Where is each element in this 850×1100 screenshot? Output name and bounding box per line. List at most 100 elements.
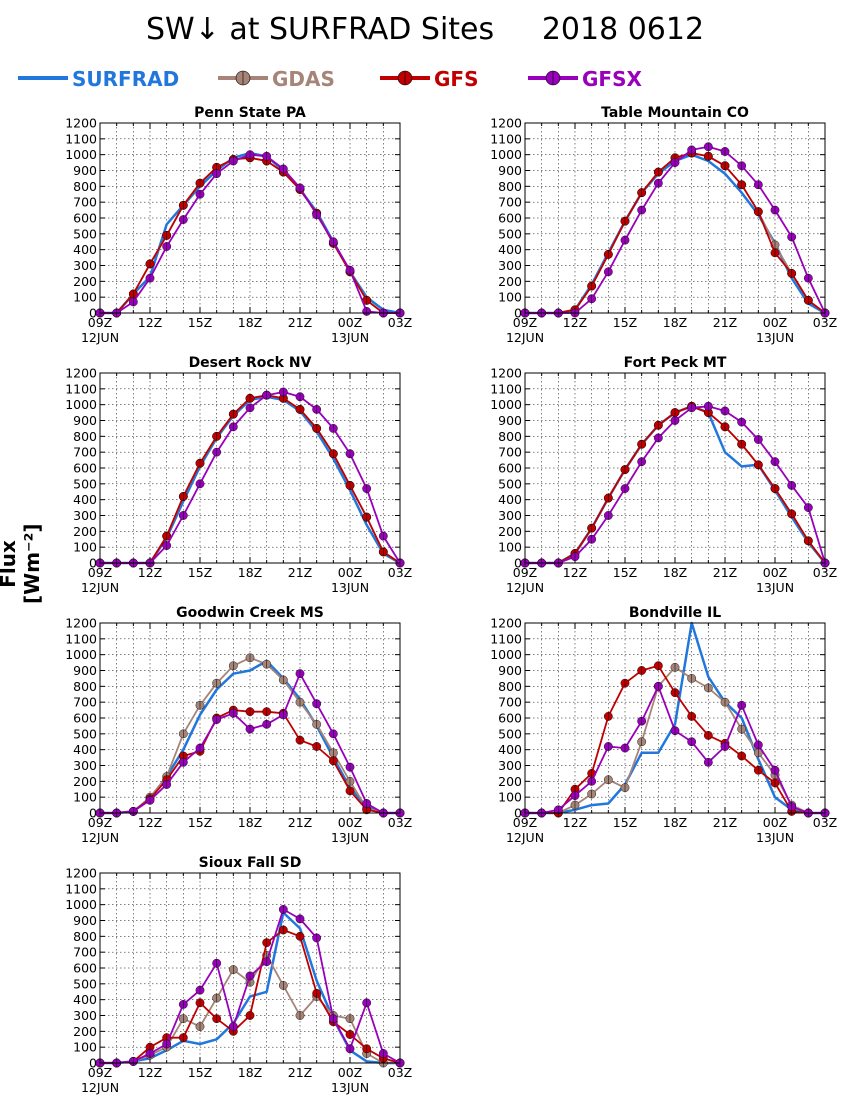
data-point <box>378 1049 388 1058</box>
data-point <box>128 1057 138 1066</box>
data-point <box>770 770 780 780</box>
data-point <box>262 156 272 166</box>
data-point <box>328 238 338 248</box>
chart-penn-state-pa: Penn State PA 010020030040050060070080090… <box>65 105 412 345</box>
data-point <box>228 409 238 419</box>
data-point <box>787 232 797 242</box>
y-tick-label: 1200 <box>490 116 522 131</box>
data-point <box>312 210 322 220</box>
data-point <box>770 457 780 467</box>
data-point <box>620 678 630 688</box>
data-point <box>95 308 105 318</box>
y-tick-label: 800 <box>73 679 97 694</box>
y-tick-label: 1100 <box>490 381 522 396</box>
data-point <box>362 295 372 305</box>
chart-title: Goodwin Creek MS <box>176 605 324 621</box>
data-point <box>345 449 355 459</box>
data-point <box>703 408 713 417</box>
data-point <box>362 799 372 808</box>
data-point <box>278 675 288 685</box>
data-point <box>620 484 630 493</box>
data-point <box>587 523 597 533</box>
y-tick-label: 900 <box>498 163 522 178</box>
data-point <box>753 460 763 470</box>
data-point <box>362 1049 372 1058</box>
data-point <box>295 392 305 402</box>
data-point <box>687 403 697 413</box>
data-point <box>770 765 780 775</box>
data-point <box>195 479 205 489</box>
data-point <box>112 308 122 318</box>
data-point <box>670 153 680 163</box>
data-point <box>703 408 713 417</box>
data-point <box>703 151 713 161</box>
data-point <box>212 162 222 172</box>
y-tick-label: 1000 <box>490 147 522 162</box>
series-line <box>100 929 401 1064</box>
data-point <box>520 808 530 818</box>
data-point <box>653 420 663 430</box>
y-tick-label: 1000 <box>490 647 522 662</box>
data-point <box>278 710 288 720</box>
data-point <box>278 393 288 403</box>
y-tick-label: 1200 <box>65 366 97 381</box>
data-point <box>95 558 105 568</box>
series-gfs <box>520 148 830 318</box>
data-point <box>720 738 730 748</box>
x-tick-label: 03Z <box>388 1065 412 1080</box>
x-tick-label: 09Z <box>513 815 537 830</box>
data-point <box>753 435 763 444</box>
data-point <box>587 534 597 544</box>
data-point <box>345 776 355 786</box>
data-point <box>295 183 305 193</box>
data-point <box>637 457 647 467</box>
series-surfrad <box>100 151 401 315</box>
data-point <box>145 273 155 283</box>
y-tick-label: 100 <box>498 540 522 555</box>
y-tick-label: 400 <box>498 742 522 757</box>
y-tick-label: 900 <box>73 913 97 928</box>
data-point <box>395 1058 405 1068</box>
series-gfs <box>95 925 405 1068</box>
y-tick-label: 200 <box>73 774 97 789</box>
data-point <box>820 558 830 568</box>
data-point <box>570 791 580 800</box>
plot-frame <box>99 622 401 814</box>
data-point <box>228 409 238 419</box>
data-point <box>178 729 188 739</box>
data-point <box>520 558 530 568</box>
y-tick-label: 100 <box>73 1040 97 1055</box>
data-point <box>653 433 663 443</box>
data-point <box>820 308 830 318</box>
x-tick-label: 00Z <box>763 565 787 580</box>
y-tick-label: 800 <box>73 179 97 194</box>
data-point <box>245 393 255 403</box>
y-tick-label: 1100 <box>65 631 97 646</box>
x-tick-label: 12Z <box>563 815 587 830</box>
data-point <box>145 558 155 568</box>
data-point <box>178 1000 188 1009</box>
x-tick-label: 00Z <box>338 1065 362 1080</box>
data-point <box>620 216 630 226</box>
chart-goodwin-creek-ms: Goodwin Creek MS 010020030040050060070080… <box>65 605 412 845</box>
data-point <box>553 808 563 818</box>
x-tick-sublabel: 13JUN <box>331 830 369 845</box>
series-surfrad <box>525 621 825 815</box>
data-point <box>737 417 747 427</box>
y-tick-label: 300 <box>73 258 97 273</box>
data-point <box>128 558 138 568</box>
data-point <box>687 145 697 155</box>
data-point <box>145 794 155 804</box>
chart-title: Desert Rock NV <box>189 355 312 371</box>
data-point <box>195 189 205 199</box>
legend: SURFRAD GDAS GFS GFSX <box>18 67 642 91</box>
data-point <box>637 716 647 726</box>
data-point <box>520 308 530 318</box>
y-tick-label: 0 <box>89 556 97 571</box>
data-point <box>670 416 680 425</box>
y-tick-label: 700 <box>498 445 522 460</box>
data-point <box>737 180 747 190</box>
x-tick-label: 15Z <box>188 565 212 580</box>
y-tick-label: 100 <box>73 790 97 805</box>
